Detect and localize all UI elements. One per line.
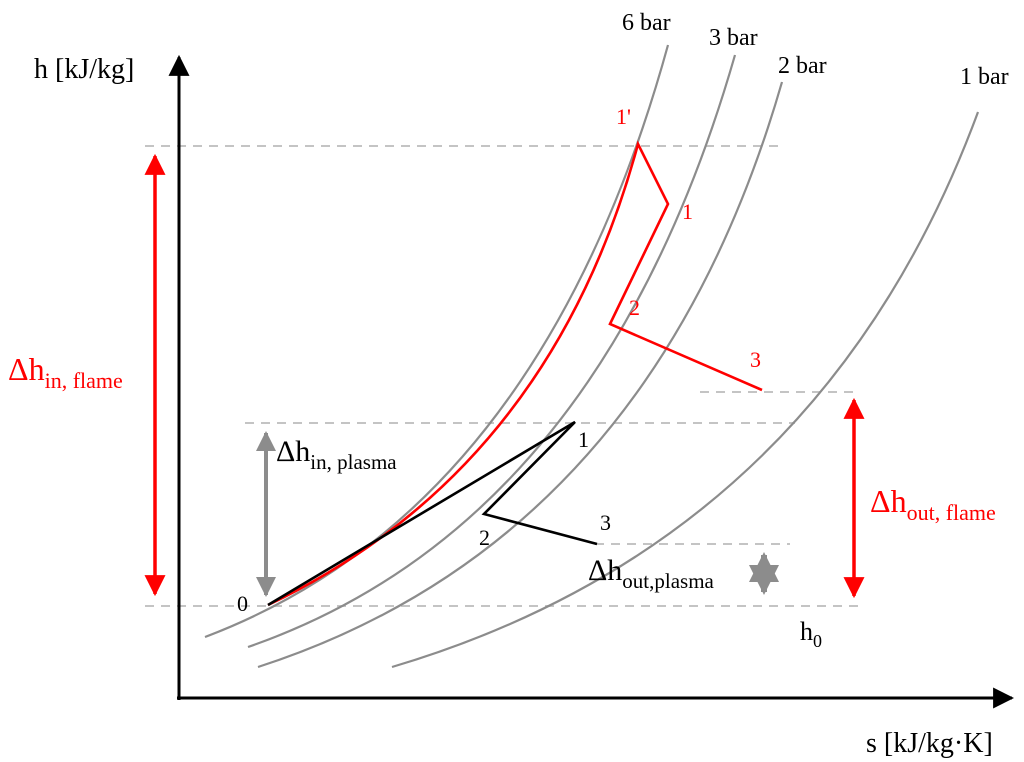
flame-point-3: 3 bbox=[750, 347, 761, 372]
isobar-3bar bbox=[247, 54, 737, 649]
flame-cycle-path bbox=[267, 140, 763, 607]
flame-point-1prime: 1' bbox=[616, 104, 631, 129]
plasma-point-0: 0 bbox=[237, 591, 248, 616]
x-axis-label: s [kJ/kg·K] bbox=[866, 728, 993, 759]
isobar-2bar bbox=[257, 81, 784, 669]
isobars bbox=[204, 44, 980, 669]
isobar-label-6bar: 6 bar bbox=[622, 10, 671, 36]
axes bbox=[168, 54, 1015, 709]
delta-arrows bbox=[144, 153, 865, 599]
dh-out-plasma-label: Δhout,plasma bbox=[588, 554, 715, 593]
flame-cycle bbox=[267, 140, 763, 607]
isobar-label-3bar: 3 bar bbox=[709, 25, 758, 51]
guide-lines bbox=[145, 145, 860, 607]
dh-out-flame-label: Δhout, flame bbox=[870, 483, 996, 525]
plasma-point-2: 2 bbox=[479, 525, 490, 550]
dh-in-plasma-label: Δhin, plasma bbox=[276, 435, 397, 474]
plasma-cycle-path bbox=[267, 420, 598, 607]
flame-point-2: 2 bbox=[629, 295, 640, 320]
isobar-label-2bar: 2 bar bbox=[778, 53, 827, 79]
isobar-6bar bbox=[204, 44, 670, 639]
dh-in-flame-label: Δhin, flame bbox=[8, 351, 123, 393]
plasma-point-1: 1 bbox=[578, 427, 589, 452]
plasma-point-3: 3 bbox=[600, 510, 611, 535]
plasma-cycle bbox=[267, 420, 598, 607]
y-axis-label: h [kJ/kg] bbox=[34, 54, 134, 85]
flame-point-1: 1 bbox=[682, 199, 693, 224]
h0-label: h0 bbox=[800, 617, 822, 651]
isobar-label-1bar: 1 bar bbox=[960, 64, 1009, 90]
isobar-1bar bbox=[391, 111, 980, 669]
